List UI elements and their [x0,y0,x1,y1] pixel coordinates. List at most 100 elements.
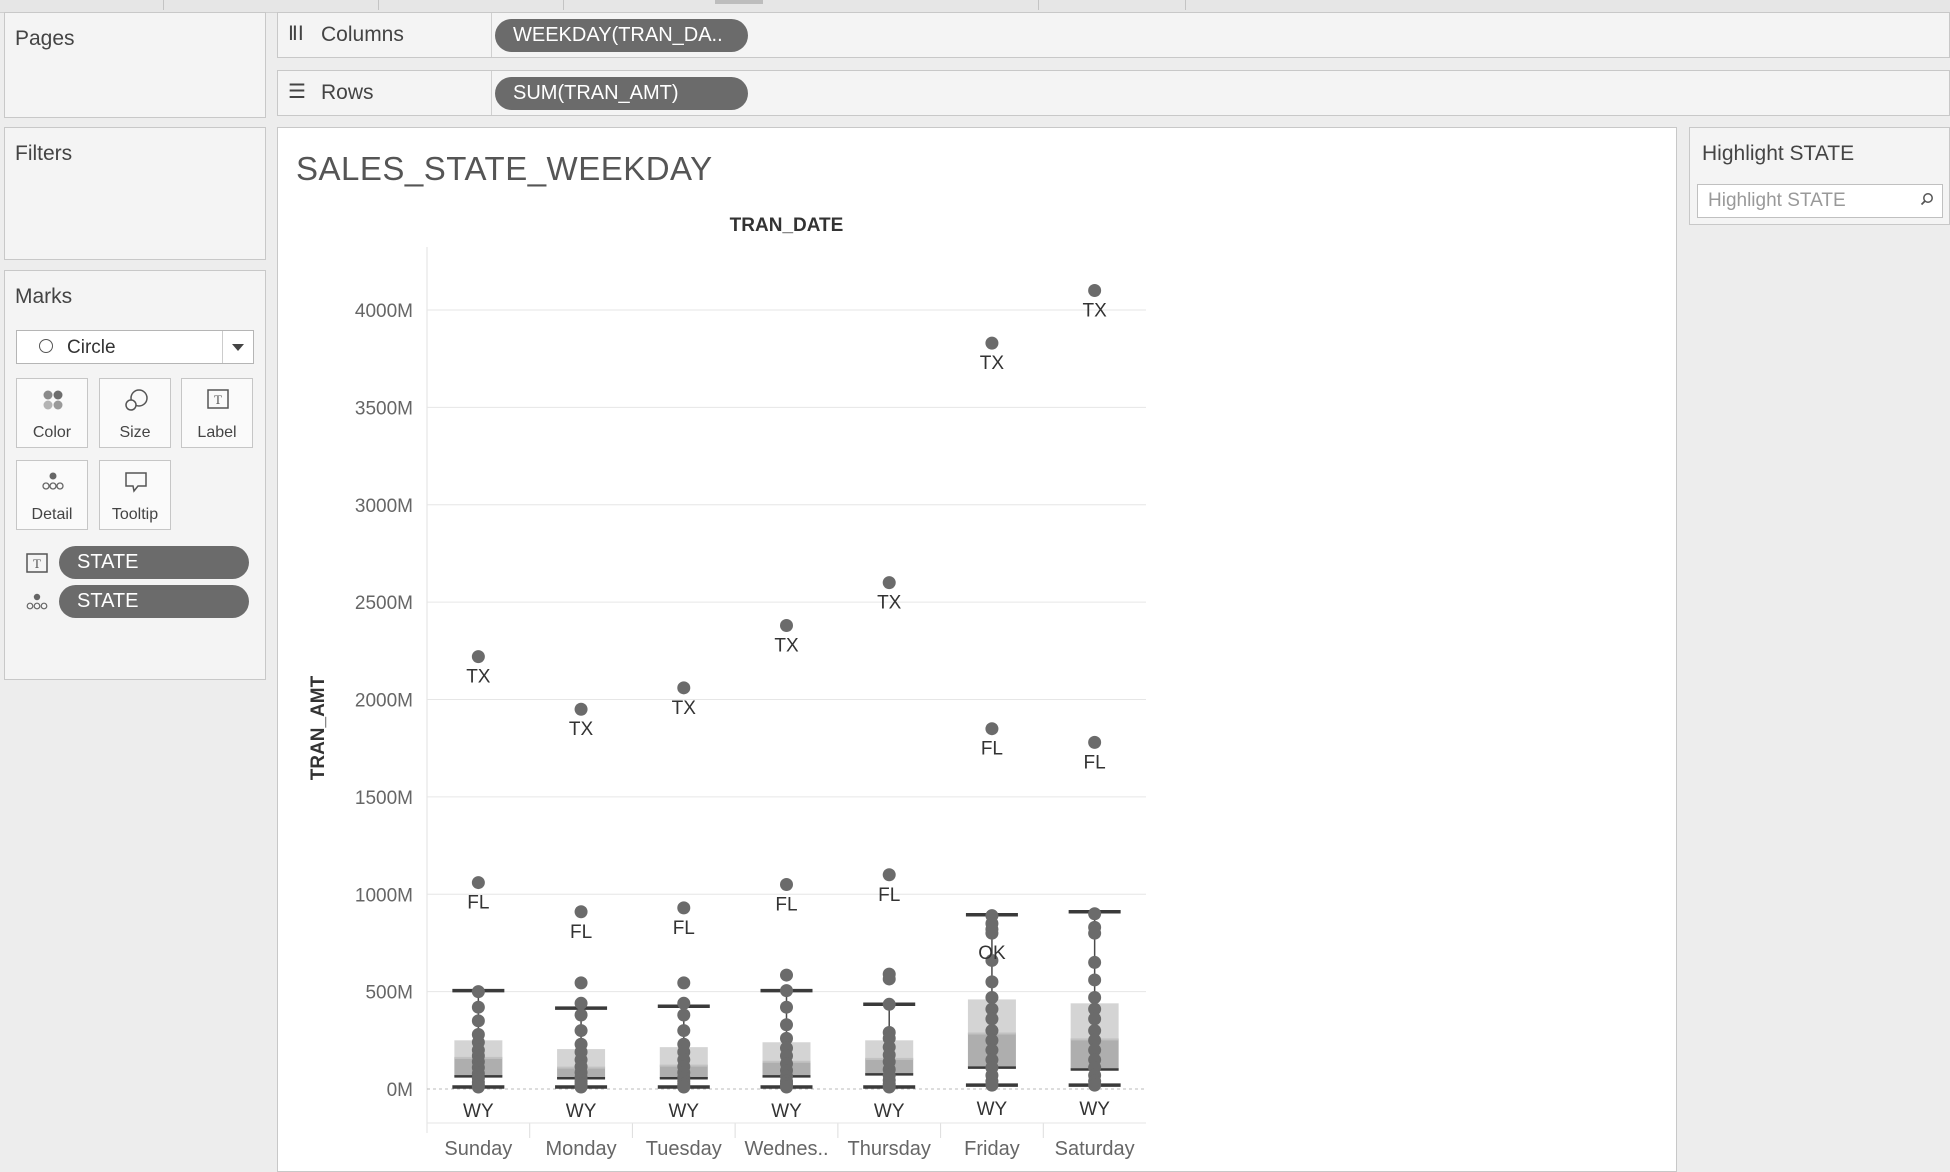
pages-shelf[interactable]: Pages [4,12,266,118]
sum-tran-amt-pill[interactable]: SUM(TRAN_AMT) [495,77,748,110]
point-label: FL [467,893,489,914]
point-label: TX [980,353,1005,374]
color-button-label: Color [32,424,72,441]
active-tab-indicator [715,0,763,4]
point-label: TX [877,593,902,614]
state-point [985,1033,999,1047]
y-tick-label: 500M [365,983,413,1004]
size-button-label: Size [119,424,151,441]
point-label: FL [775,895,797,916]
point-label: WY [874,1101,905,1122]
tooltip-button[interactable]: Tooltip [99,460,171,530]
state-point-tx [882,576,896,590]
x-tick-label: Saturday [1055,1138,1135,1160]
state-point-wy [471,1080,485,1094]
columns-shelf-header: ⅡⅠ Columns [278,13,492,57]
y-axis-title: TRAN_AMT [308,675,329,780]
detail-button[interactable]: Detail [16,460,88,530]
y-tick-label: 3000M [355,496,413,517]
detail-icon [42,472,64,490]
state-point [574,1008,588,1022]
circle-mark-icon [39,339,53,353]
state-point-wy [574,1080,588,1094]
state-point [882,972,896,986]
state-point [1088,1024,1102,1038]
state-point [1088,955,1102,969]
state-point [1088,1002,1102,1016]
marks-title: Marks [15,285,73,308]
state-point [574,976,588,990]
point-label: WY [463,1101,494,1122]
state-point [1088,907,1102,921]
state-point [471,985,485,999]
state-point-ok [985,926,999,940]
highlight-state-input[interactable] [1697,184,1943,218]
state-point-fl [574,905,588,919]
state-point [1088,990,1102,1004]
chevron-down-icon[interactable] [222,331,253,363]
search-icon[interactable] [1920,192,1934,206]
point-label: WY [566,1101,597,1122]
detail-button-label: Detail [31,506,73,523]
filters-shelf[interactable]: Filters [4,127,266,260]
point-label: OK [978,943,1006,964]
x-tick-label: Friday [964,1138,1020,1160]
state-point [985,1024,999,1038]
tab-divider [1185,0,1186,10]
state-label-pill[interactable]: STATE [59,546,249,579]
state-detail-pill[interactable]: STATE [59,585,249,618]
text-label-icon: T [26,553,48,573]
x-axis-title: TRAN_DATE [730,215,844,236]
state-point-tx [1088,284,1102,298]
state-point-tx [471,650,485,664]
box-plot-chart: TRAN_DATE TRAN_AMT 0M 500M 1000M 1500M 2000M 25… [308,215,1146,1160]
marks-field-detail: STATE [20,585,250,619]
state-point [471,1000,485,1014]
state-point-fl [882,868,896,882]
color-button[interactable]: Color [16,378,88,448]
state-point [574,1024,588,1038]
tooltip-icon [125,472,147,493]
point-label: WY [1079,1099,1110,1120]
mark-type-value: Circle [67,337,116,358]
mark-type-dropdown[interactable]: Circle [16,330,254,364]
state-point [1088,973,1102,987]
state-point [985,1002,999,1016]
state-point [1088,1043,1102,1057]
state-point [1088,1012,1102,1026]
state-point-wy [677,1080,691,1094]
y-tick-label: 0M [387,1080,413,1101]
size-button[interactable]: Size [99,378,171,448]
highlight-state-title: Highlight STATE [1702,142,1855,165]
point-label: TX [774,635,799,656]
weekday-pill[interactable]: WEEKDAY(TRAN_DA.. [495,19,748,52]
point-label: FL [981,739,1003,760]
y-tick-label: 1500M [355,788,413,809]
point-label: WY [977,1099,1008,1120]
state-point [780,1031,793,1045]
state-point [882,997,896,1011]
state-point [677,976,691,990]
columns-icon: ⅡⅠ [288,23,304,45]
state-point [985,953,999,967]
x-tick-label: Sunday [444,1138,512,1160]
rows-shelf[interactable]: ☰ Rows SUM(TRAN_AMT) [277,70,1950,116]
svg-text:T: T [214,392,222,407]
y-tick-label: 3500M [355,398,413,419]
x-tick-label: Thursday [848,1138,931,1160]
state-point-tx [574,702,588,716]
y-tick-label: 2500M [355,593,413,614]
state-point [780,968,793,982]
point-label: TX [569,719,594,740]
marks-field-label: T STATE [20,546,250,580]
tab-divider [378,0,379,10]
point-label: WY [771,1101,802,1122]
rows-label: Rows [321,81,374,104]
point-label: TX [466,667,491,688]
point-label: WY [668,1101,699,1122]
columns-shelf[interactable]: ⅡⅠ Columns WEEKDAY(TRAN_DA.. [277,12,1950,58]
state-point-tx [677,681,691,695]
label-button[interactable]: T Label [181,378,253,448]
point-label: TX [672,698,697,719]
state-point-tx [780,618,793,632]
